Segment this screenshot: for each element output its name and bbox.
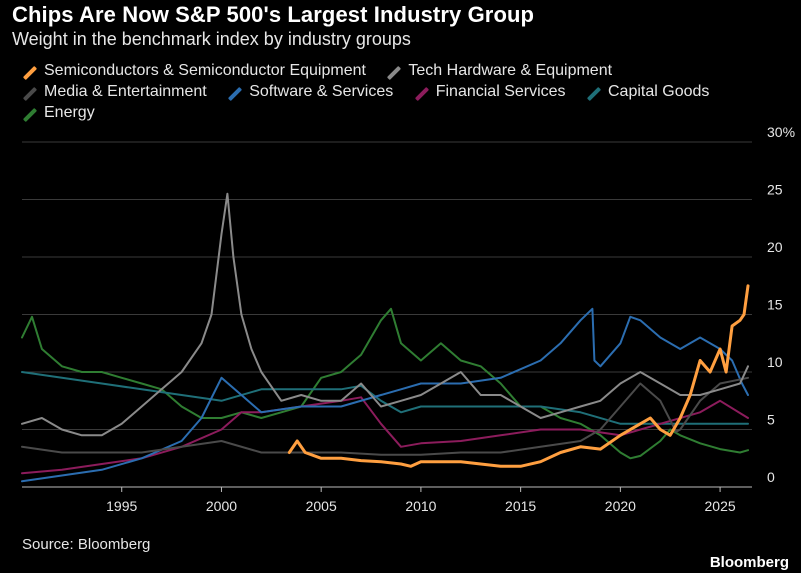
- legend-item-media: Media & Entertainment: [22, 83, 207, 102]
- legend-label: Semiconductors & Semiconductor Equipment: [44, 62, 366, 79]
- series-line-energy: [21, 307, 749, 460]
- source-note: Source: Bloomberg: [22, 536, 151, 553]
- x-tick-label: 2000: [206, 498, 237, 514]
- series-line-capital-goods: [21, 371, 749, 425]
- legend-label: Media & Entertainment: [44, 83, 207, 100]
- x-tick-label: 2005: [306, 498, 337, 514]
- y-tick-label: 15: [767, 297, 783, 313]
- y-tick-label: 25: [767, 182, 783, 198]
- legend-label: Tech Hardware & Equipment: [408, 62, 613, 79]
- legend-label: Capital Goods: [608, 83, 710, 100]
- legend-label: Software & Services: [249, 83, 394, 100]
- x-tick-label: 2020: [605, 498, 636, 514]
- legend-item-software: Software & Services: [227, 83, 394, 102]
- legend-label: Energy: [44, 104, 95, 121]
- legend-row: Media & Entertainment Software & Service…: [22, 83, 792, 104]
- legend-item-semiconductors: Semiconductors & Semiconductor Equipment: [22, 62, 366, 81]
- legend-label: Financial Services: [435, 83, 566, 100]
- y-tick-label: 5: [767, 412, 775, 428]
- legend-item-tech-hardware: Tech Hardware & Equipment: [386, 62, 613, 81]
- y-tick-label: 10: [767, 354, 783, 370]
- legend-item-financial: Financial Services: [414, 83, 566, 102]
- legend-item-energy: Energy: [22, 104, 95, 123]
- y-tick-label: 0: [767, 469, 775, 485]
- x-tick-label: 1995: [106, 498, 137, 514]
- x-tick-label: 2015: [505, 498, 536, 514]
- x-tick-label: 2010: [405, 498, 436, 514]
- chart-subtitle: Weight in the benchmark index by industr…: [12, 29, 411, 49]
- chart-title: Chips Are Now S&P 500's Largest Industry…: [12, 2, 535, 27]
- series-line-financial-services: [21, 396, 749, 475]
- series-line-tech-hardware-equipment: [21, 192, 749, 437]
- y-tick-label: 20: [767, 239, 783, 255]
- series-line-semiconductors-semiconductor-equipment: [287, 284, 750, 468]
- brand-logo: Bloomberg: [709, 554, 789, 571]
- legend-item-capital-goods: Capital Goods: [586, 83, 710, 102]
- y-tick-label: 30%: [767, 124, 795, 140]
- legend-row: Energy: [22, 104, 792, 125]
- series-line-software-services: [21, 307, 749, 483]
- legend-row: Semiconductors & Semiconductor Equipment…: [22, 62, 792, 83]
- legend: Semiconductors & Semiconductor Equipment…: [22, 62, 792, 125]
- x-tick-label: 2025: [705, 498, 736, 514]
- series-line-media-entertainment: [21, 376, 749, 456]
